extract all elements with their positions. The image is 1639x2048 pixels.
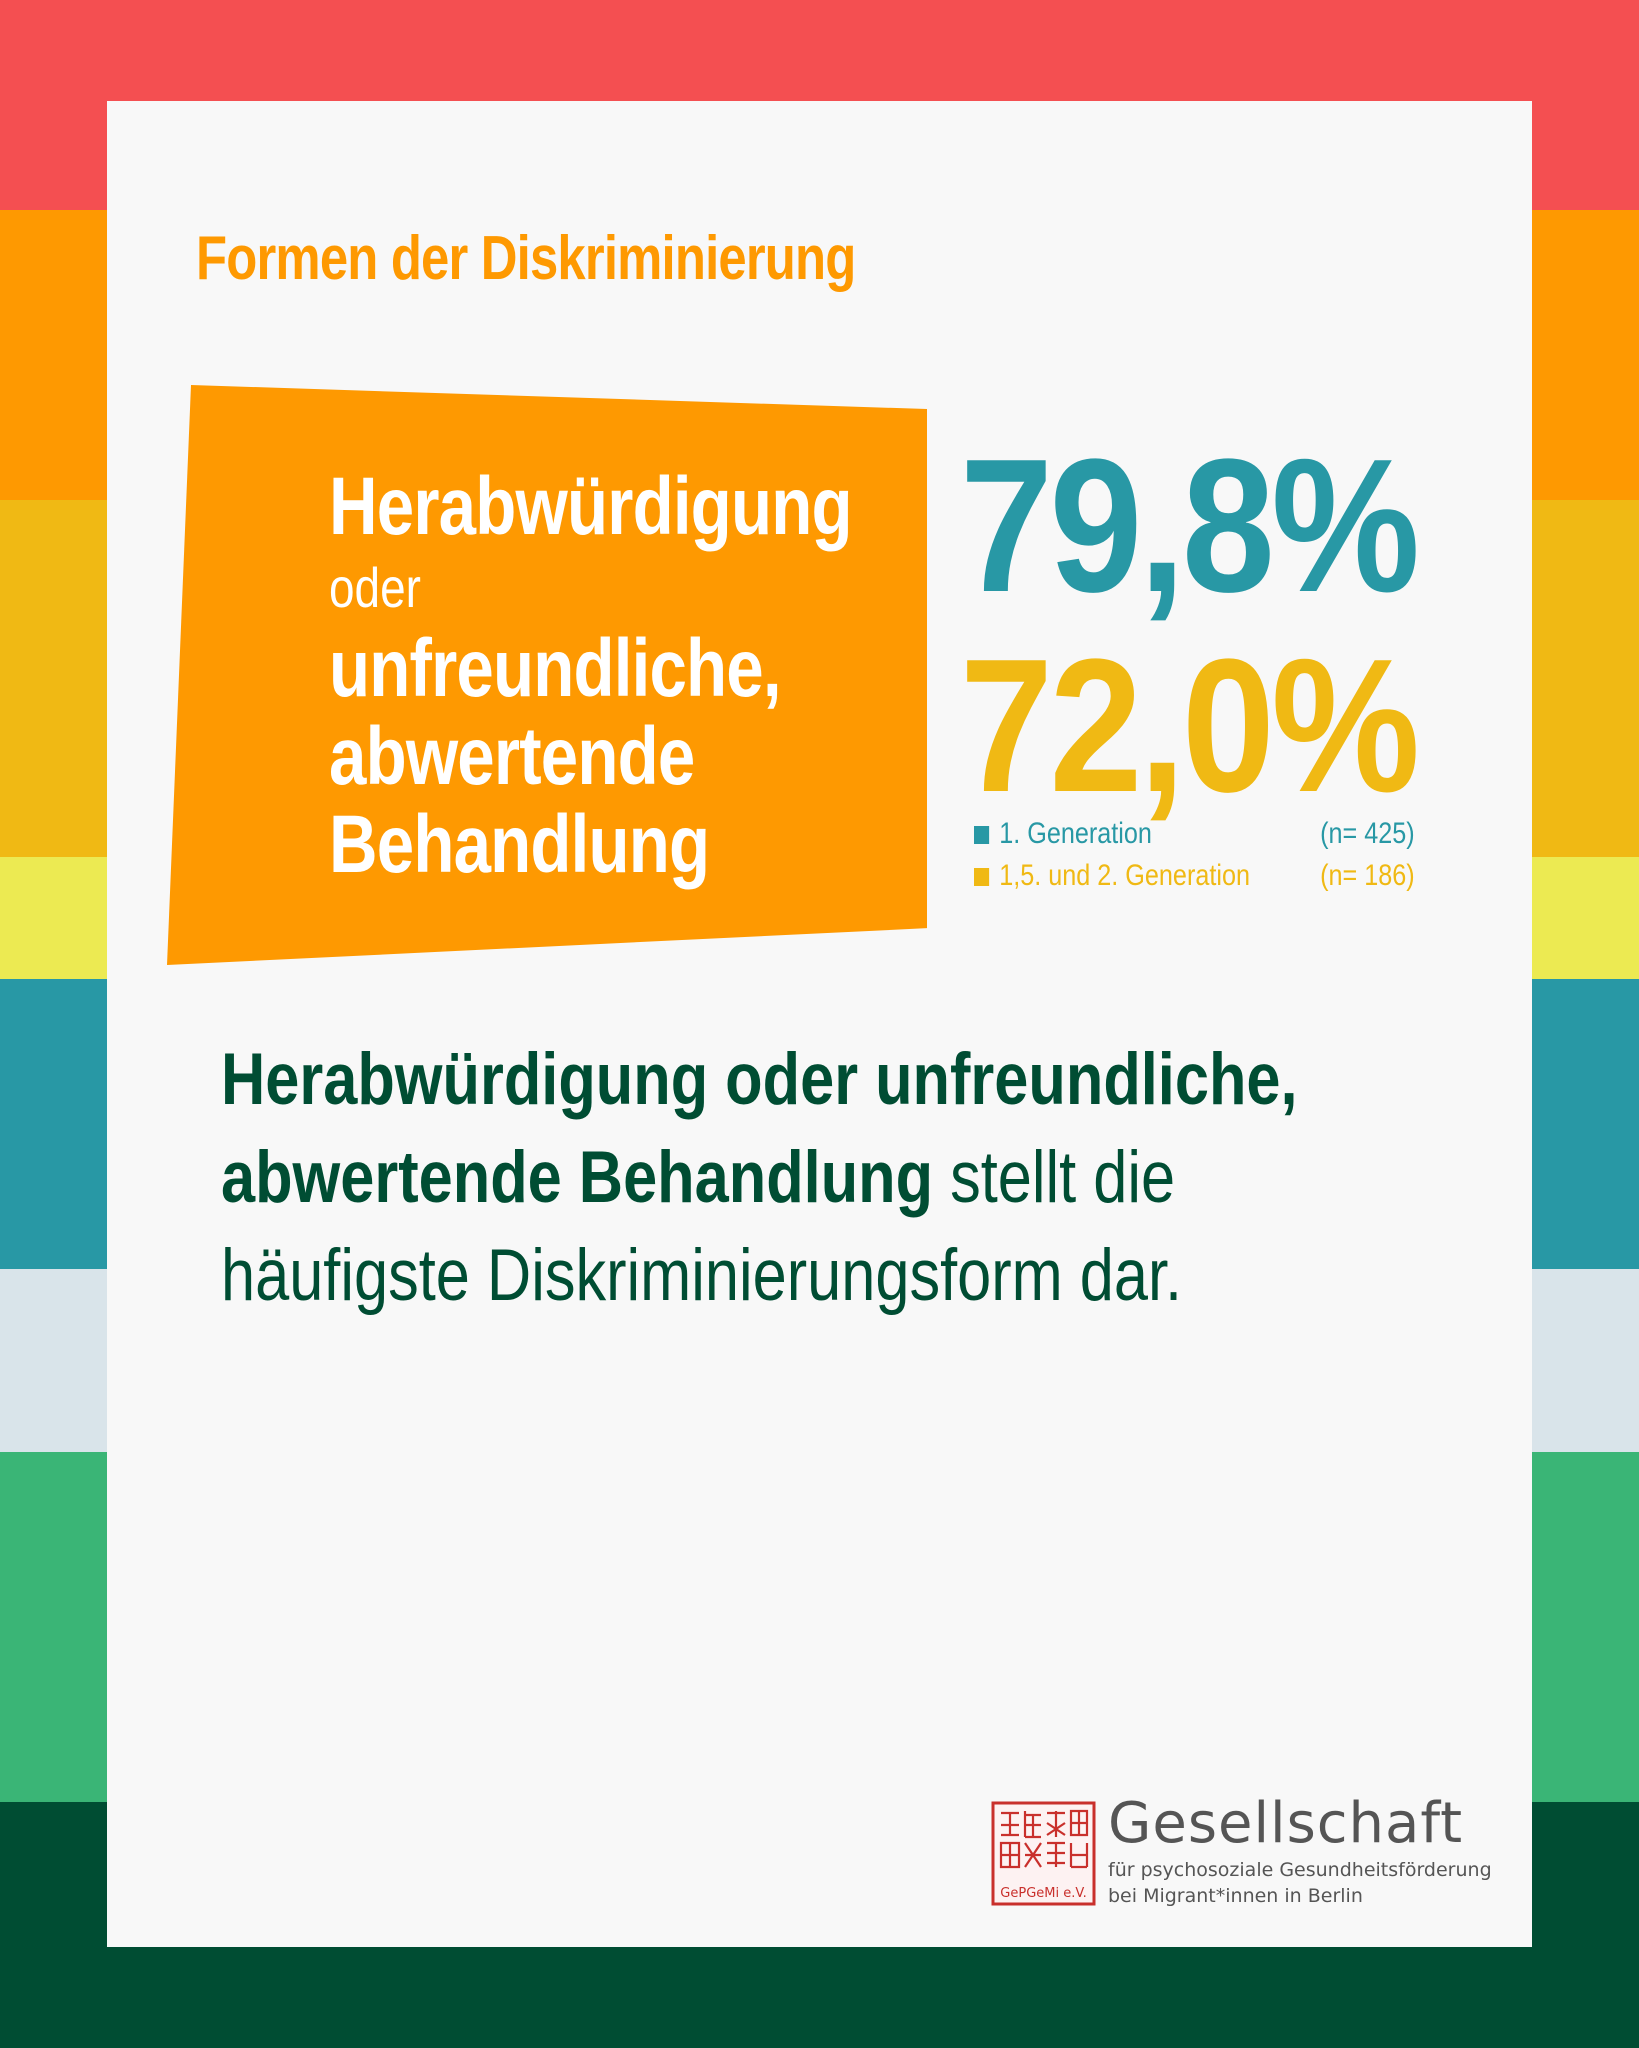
legend-label: 1. Generation <box>999 817 1152 850</box>
legend-label: 1,5. und 2. Generation <box>999 859 1250 892</box>
stat-first-generation: 79,8% <box>960 420 1420 632</box>
summary-statement: Herabwürdigung oder unfreundliche, abwer… <box>221 1031 1397 1325</box>
stat-second-generation: 72,0% <box>960 620 1420 832</box>
tile-line-herabwuerdigung: Herabwürdigung <box>329 461 853 552</box>
organization-subtitle-line2: bei Migrant*innen in Berlin <box>1108 1885 1363 1907</box>
tile-line-behandlung: Behandlung <box>329 799 710 890</box>
legend-sample-size: (n= 425) <box>1320 817 1415 850</box>
organization-logo-text: Gesellschaft für psychosoziale Gesundhei… <box>1108 1791 1492 1909</box>
tile-line-oder: oder <box>329 556 421 619</box>
chinese-seal-icon: GePGeMi e.V. <box>991 1801 1096 1906</box>
section-heading: Formen der Diskriminierung <box>196 224 856 293</box>
organization-subtitle-line1: für psychosoziale Gesundheitsförderung <box>1108 1859 1492 1881</box>
legend-sample-size: (n= 186) <box>1320 859 1415 892</box>
tile-text: Herabwürdigung oder unfreundliche, abwer… <box>329 461 853 890</box>
content-card: Formen der Diskriminierung Herabwürdigun… <box>107 101 1532 1947</box>
legend-item-first-generation: 1. Generation (n= 425) <box>974 817 1415 853</box>
tile-shape <box>167 385 927 965</box>
statement-rest: stellt die häufigste Diskriminierungsfor… <box>221 1137 1183 1316</box>
category-tile: Herabwürdigung oder unfreundliche, abwer… <box>167 383 927 983</box>
legend-swatch-yellow <box>974 868 990 886</box>
seal-text: GePGeMi e.V. <box>1000 1886 1086 1901</box>
tile-line-abwertende: abwertende <box>329 711 695 802</box>
organization-name: Gesellschaft <box>1108 1791 1464 1856</box>
tile-line-unfreundliche: unfreundliche, <box>329 623 782 714</box>
legend-item-second-generation: 1,5. und 2. Generation (n= 186) <box>974 859 1415 895</box>
statement-bold: Herabwürdigung oder unfreundliche, abwer… <box>221 1039 1298 1218</box>
legend-swatch-teal <box>974 826 990 844</box>
